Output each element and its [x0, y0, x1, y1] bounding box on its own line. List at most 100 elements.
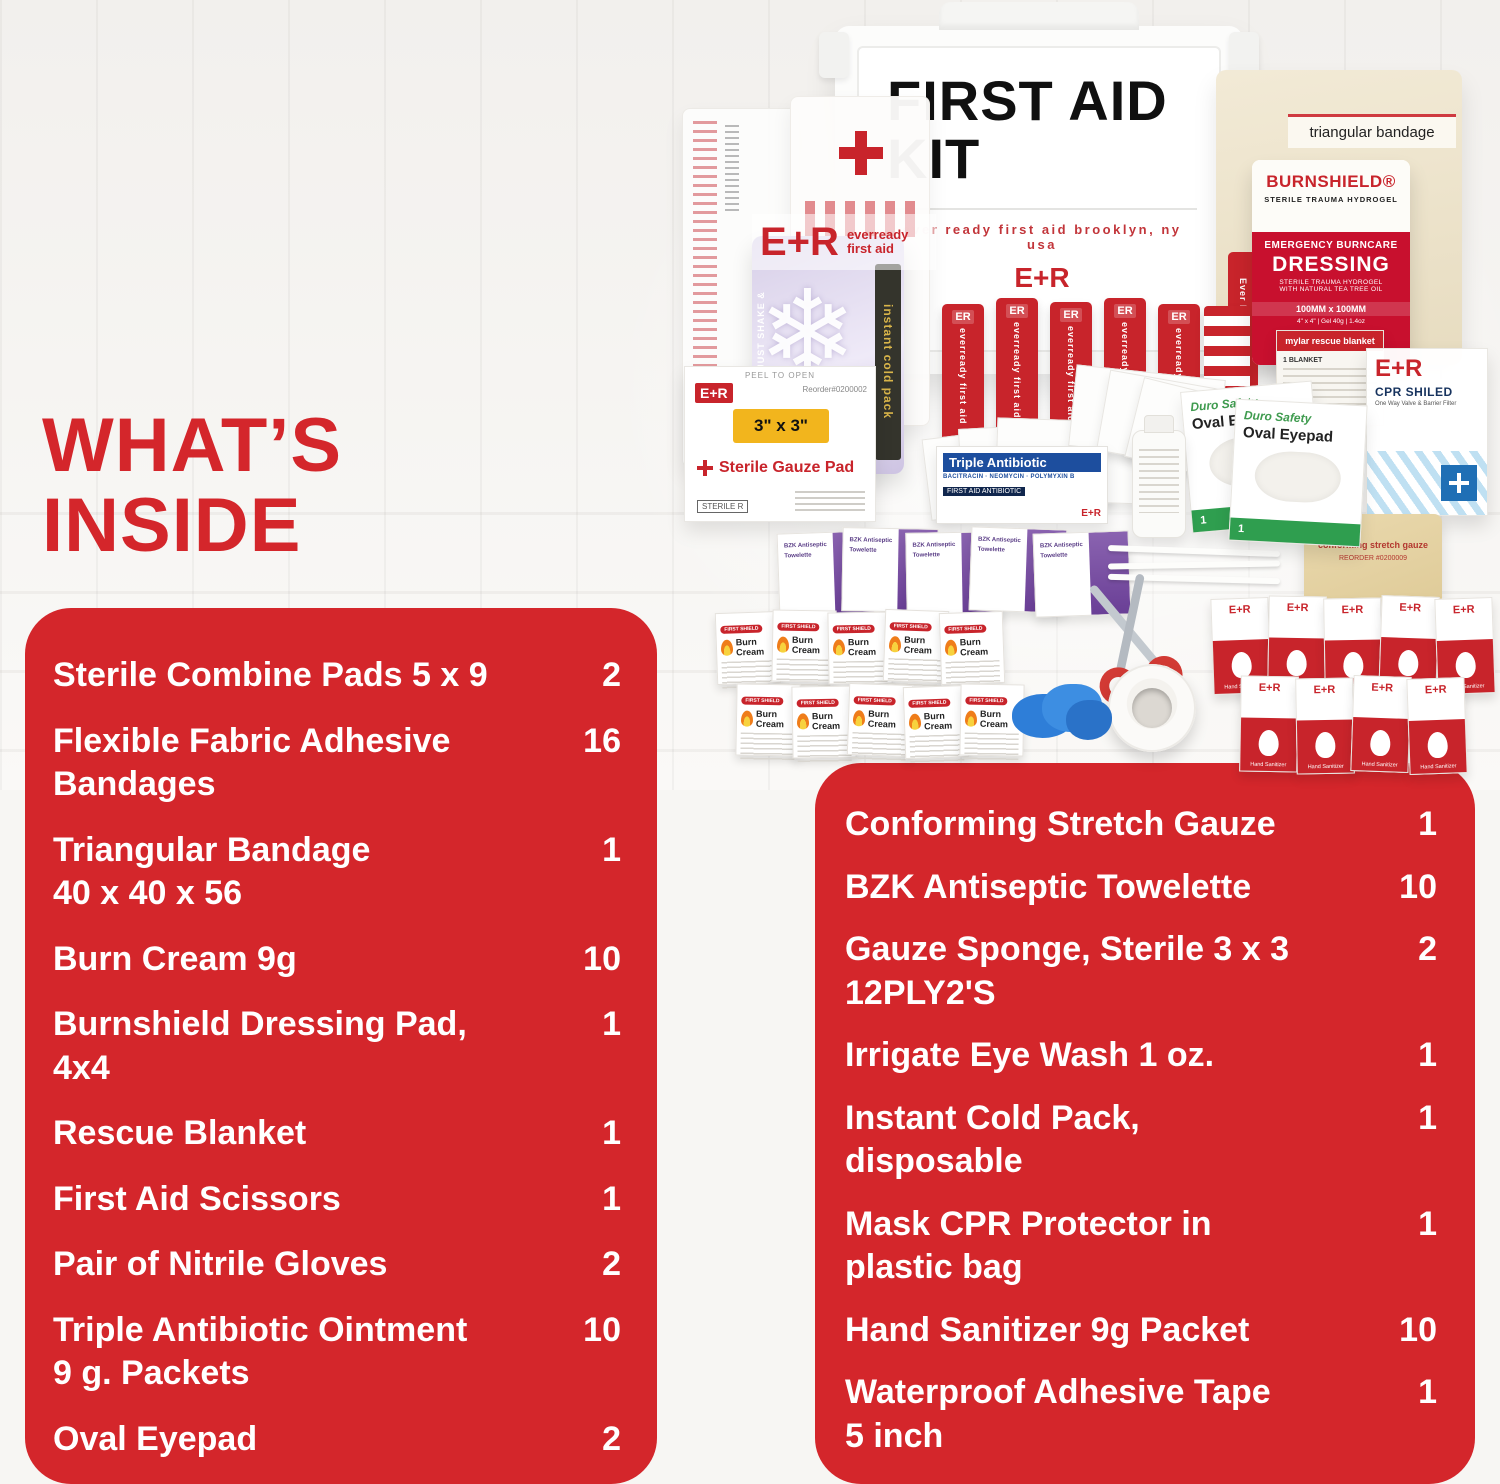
item-label: First Aid Scissors: [53, 1179, 341, 1218]
item-quantity: 2: [602, 1419, 621, 1458]
list-item: Rescue Blanket 1: [53, 1112, 621, 1156]
cold-pack-side-label: instant cold pack: [875, 264, 901, 460]
flame-icon: [740, 710, 754, 727]
item-quantity: 1: [602, 1114, 621, 1153]
item-quantity: 16: [583, 721, 621, 760]
item-label: Burnshield Dressing Pad, 4x4: [53, 1005, 467, 1087]
antibiotic-band: FIRST AID ANTIBIOTIC: [943, 487, 1026, 496]
antibiotic-ingredients: BACITRACIN · NEOMYCIN · POLYMYXIN B: [943, 474, 1075, 480]
mylar-label: mylar rescue blanket: [1277, 331, 1383, 351]
item-quantity: 1: [602, 1179, 621, 1218]
list-item: Mask CPR Protector in plastic bag 1: [845, 1203, 1437, 1290]
flame-icon: [852, 710, 866, 727]
item-label: Waterproof Adhesive Tape 5 inch: [845, 1373, 1271, 1455]
hand-icon: [1455, 651, 1477, 678]
whats-inside-left-panel: Sterile Combine Pads 5 x 9 2 Flexible Fa…: [25, 608, 657, 1484]
er-logo: ER: [1114, 304, 1136, 318]
item-label: Triple Antibiotic Ointment 9 g. Packets: [53, 1310, 468, 1393]
fine-print: [795, 491, 865, 513]
hand-icon: [1258, 729, 1279, 756]
bottle-cap: [1144, 415, 1174, 433]
list-item: Burnshield Dressing Pad, 4x4 1: [53, 1003, 621, 1090]
case-handle: [939, 2, 1139, 30]
list-item: Waterproof Adhesive Tape 5 inch 1: [845, 1371, 1437, 1458]
pouch-barcode: [725, 125, 739, 215]
hand-sanitizer-packet: E+R Hand Sanitizer: [1239, 675, 1299, 773]
reorder-number: REORDER #0200009: [1338, 555, 1408, 562]
er-logo: E+R: [1371, 681, 1394, 695]
page-title: WHAT’S INSIDE: [42, 403, 343, 568]
list-item: Oval Eyepad 2: [53, 1418, 621, 1462]
burnshield-header: BURNSHIELD® STERILE TRAUMA HYDROGEL: [1252, 160, 1410, 232]
list-item: Irrigate Eye Wash 1 oz. 1: [845, 1034, 1437, 1078]
case-divider: [887, 208, 1197, 211]
er-logo: ER: [952, 310, 974, 324]
gauze-pad-name: Sterile Gauze Pad: [697, 459, 854, 477]
cpr-shield-name: CPR SHILED: [1375, 385, 1453, 399]
hand-icon: [1397, 649, 1419, 676]
er-logo: E+R: [1452, 603, 1475, 617]
er-logo: E+R: [1228, 603, 1251, 617]
flame-icon: [944, 639, 958, 656]
flame-icon: [720, 639, 734, 656]
item-quantity: 1: [602, 830, 621, 869]
burn-cream-packet: FIRST SHIELD Burn Cream: [938, 610, 1006, 690]
bottle-label: [1139, 449, 1179, 513]
fine-print: [797, 734, 852, 764]
case-tagline: ever ready first aid brooklyn, ny usa: [902, 222, 1182, 253]
er-brand-text: everready first aid: [846, 227, 909, 256]
item-quantity: 10: [583, 1310, 621, 1349]
fine-print: [776, 658, 831, 688]
item-label: Gauze Sponge, Sterile 3 x 3 12PLY2'S: [845, 930, 1290, 1012]
case-mount-tab: [819, 32, 849, 78]
er-logo: ER: [1006, 304, 1028, 318]
list-item: Triangular Bandage 40 x 40 x 56 1: [53, 829, 621, 916]
fine-print: [851, 732, 907, 762]
peel-to-open-text: PEEL TO OPEN: [744, 371, 816, 380]
stretch-gauze-name: conforming stretch gauze: [1317, 540, 1428, 550]
red-cross-icon: [839, 131, 883, 175]
er-logo: E+R: [1286, 601, 1309, 615]
item-label: Burn Cream 9g: [53, 939, 297, 978]
reorder-number: Reorder#0200002: [802, 385, 868, 394]
er-logo: E+R: [1258, 681, 1281, 695]
item-label: Rescue Blanket: [53, 1114, 307, 1153]
er-logo: E+R: [1014, 262, 1070, 294]
flame-icon: [888, 636, 902, 653]
er-logo: E+R: [1313, 683, 1336, 697]
er-brand-banner: E+R everready first aid: [752, 214, 936, 270]
item-label: BZK Antiseptic Towelette: [845, 867, 1252, 906]
nitrile-gloves: [1012, 684, 1116, 744]
item-label: Oval Eyepad: [53, 1419, 258, 1458]
er-logo: E+R: [1081, 508, 1101, 519]
eye-wash-bottle: [1132, 415, 1186, 538]
item-label: Flexible Fabric Adhesive Bandages: [53, 721, 451, 804]
list-item: BZK Antiseptic Towelette 10: [845, 866, 1437, 910]
list-item: Sterile Combine Pads 5 x 9 2: [53, 654, 621, 698]
item-quantity: 10: [583, 939, 621, 978]
item-quantity: 2: [1418, 930, 1437, 969]
list-item: Instant Cold Pack, disposable 1: [845, 1097, 1437, 1184]
fine-print: [964, 732, 1019, 762]
list-item: Burn Cream 9g 10: [53, 938, 621, 982]
fine-print: [887, 658, 943, 688]
eyepad-band: 1: [1229, 517, 1361, 547]
list-item: Pair of Nitrile Gloves 2: [53, 1243, 621, 1287]
item-label: Hand Sanitizer 9g Packet: [845, 1310, 1250, 1349]
list-item: Hand Sanitizer 9g Packet 10: [845, 1309, 1437, 1353]
item-quantity: 1: [1418, 1036, 1437, 1075]
er-logo: E+R: [1375, 355, 1423, 382]
red-cross-icon: [697, 460, 713, 476]
er-logo: E+R: [760, 220, 839, 264]
item-label: Triangular Bandage 40 x 40 x 56: [53, 830, 371, 913]
list-item: Conforming Stretch Gauze 1: [845, 803, 1437, 847]
item-label: Pair of Nitrile Gloves: [53, 1245, 388, 1284]
list-item: Triple Antibiotic Ointment 9 g. Packets …: [53, 1309, 621, 1396]
hand-sanitizer-packet: E+R Hand Sanitizer: [1406, 677, 1468, 775]
medical-cross-badge: [1441, 465, 1477, 501]
list-item: Flexible Fabric Adhesive Bandages 16: [53, 720, 621, 807]
case-title: FIRST AID KIT: [887, 69, 1168, 191]
eyepad-window: [1253, 449, 1343, 505]
cpr-shield-package: E+R CPR SHILED One Way Valve & Barrier F…: [1366, 348, 1488, 516]
